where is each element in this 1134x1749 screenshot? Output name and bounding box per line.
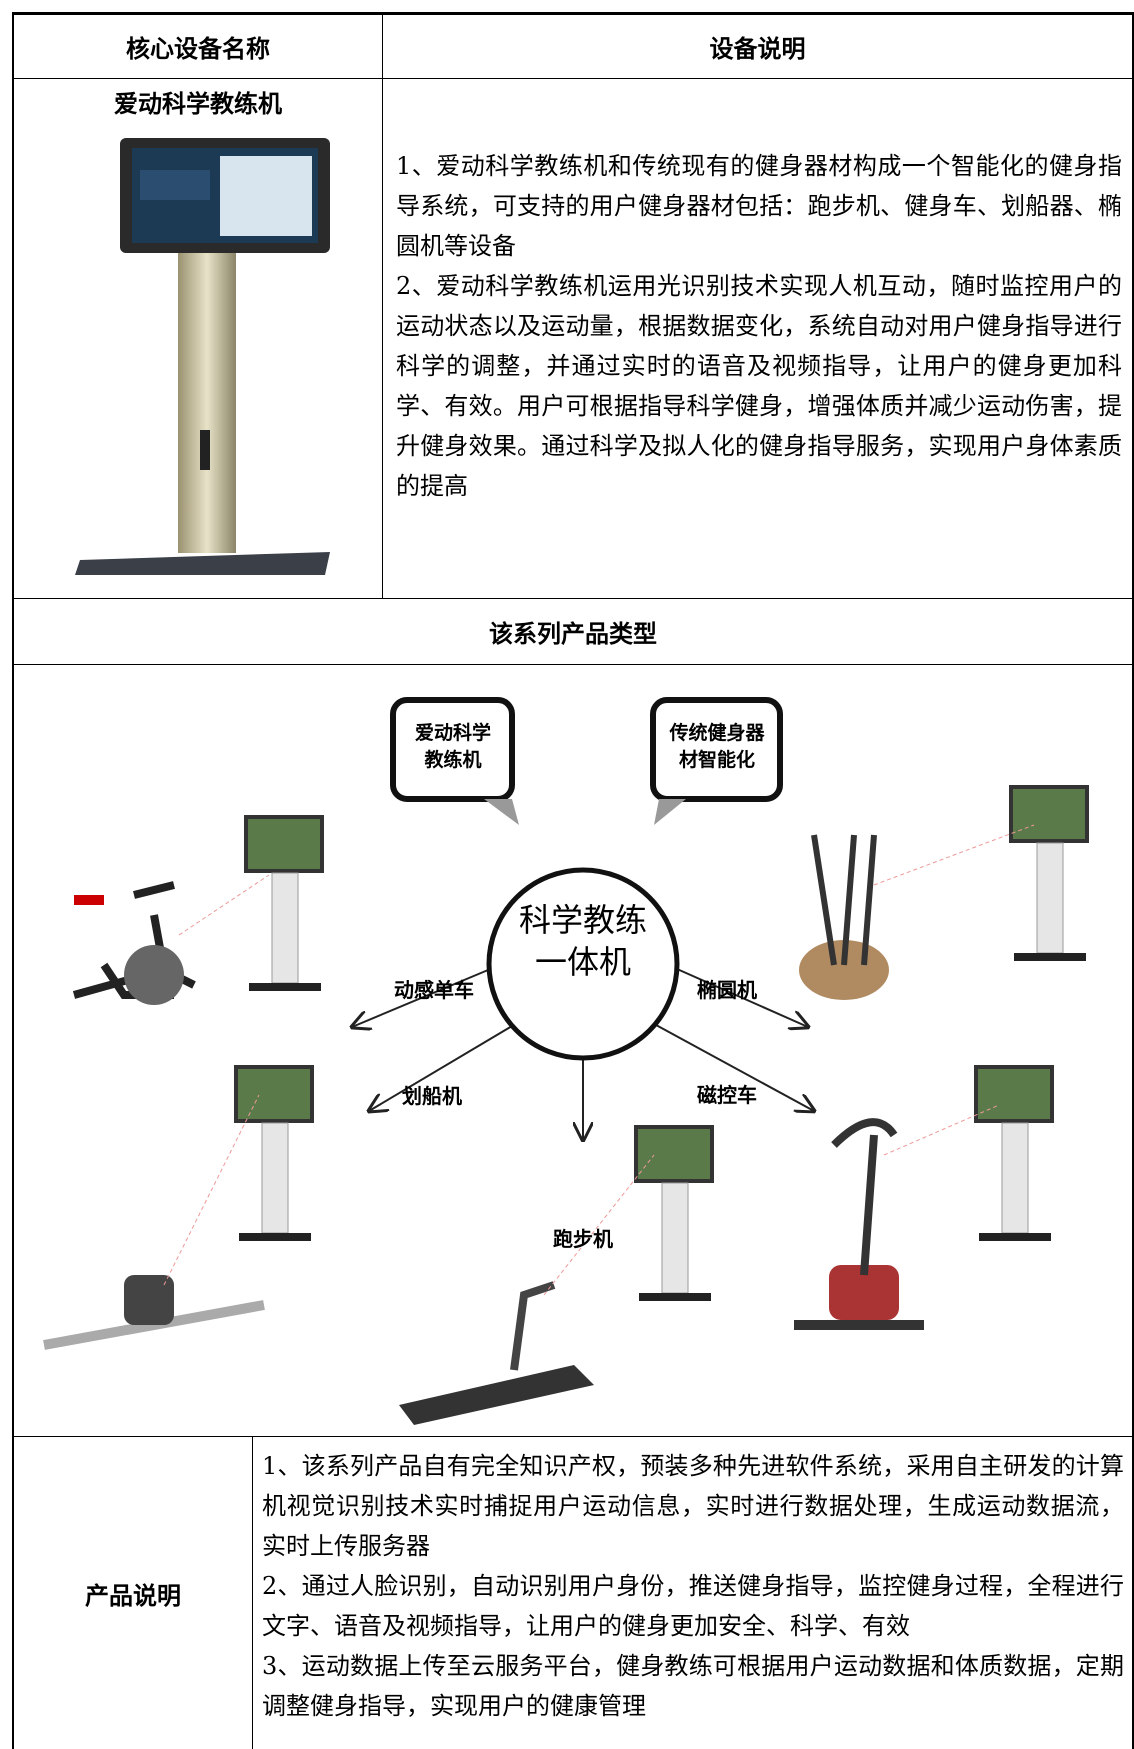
border [12, 12, 1134, 15]
paragraph: 2、通过人脸识别，自动识别用户身份，推送健身指导，监控健身过程，全程进行文字、语… [262, 1572, 1124, 1640]
paragraph: 1、该系列产品自有完全知识产权，预装多种先进软件系统，采用自主研发的计算机视觉识… [262, 1452, 1124, 1560]
arrow [667, 964, 808, 1027]
section-title: 该系列产品类型 [489, 620, 657, 648]
center-label-box: 科学教练一体机 [518, 901, 647, 981]
callout-tail [484, 799, 519, 825]
equipment-label: 椭圆机 [697, 978, 757, 1002]
equipment-label: 跑步机 [553, 1227, 613, 1251]
border [12, 598, 1134, 599]
equipment-image [43, 1064, 315, 1350]
callout-label: 传统健身器材智能化 [669, 722, 765, 771]
center-label: 科学教练一体机 [518, 901, 647, 981]
paragraph: 1、爱动科学教练机和传统现有的健身器材构成一个智能化的健身指导系统，可支持的用户… [396, 152, 1122, 260]
border [12, 1436, 1134, 1437]
equipment-image [399, 1124, 715, 1425]
callout-box [650, 697, 783, 802]
header-cell: 设备说明 [709, 35, 806, 63]
device-description: 1、爱动科学教练机和传统现有的健身器材构成一个智能化的健身指导系统，可支持的用户… [396, 146, 1122, 506]
border [252, 1436, 253, 1749]
callout-label: 爱动科学教练机 [414, 722, 491, 771]
equipment-image [794, 1064, 1055, 1330]
arrow [352, 964, 501, 1027]
paragraph: 2、爱动科学教练机运用光识别技术实现人机互动，随时监控用户的运动状态以及运动量，… [396, 272, 1122, 500]
border [12, 12, 14, 1749]
product-label: 产品说明 [85, 1581, 181, 1610]
arrow [369, 1012, 535, 1111]
callout-box [390, 697, 515, 802]
device-name: 爱动科学教练机 [114, 89, 282, 118]
center-circle [486, 867, 680, 1061]
equipment-label: 划船机 [402, 1084, 462, 1108]
border [12, 78, 1134, 79]
border [382, 12, 383, 598]
border [12, 664, 1134, 665]
equipment-label: 磁控车 [697, 1083, 757, 1107]
equipment-image [72, 814, 325, 1005]
equipment-image [799, 784, 1090, 1000]
header-cell: 核心设备名称 [126, 35, 270, 63]
callout-label-box: 爱动科学教练机 [414, 722, 491, 771]
paragraph: 3、运动数据上传至云服务平台，健身教练可根据用户运动数据和体质数据，定期调整健身… [262, 1652, 1124, 1720]
equipment-label: 动感单车 [394, 978, 474, 1002]
callout-tail [654, 799, 686, 825]
product-description: 1、该系列产品自有完全知识产权，预装多种先进软件系统，采用自主研发的计算机视觉识… [262, 1446, 1124, 1726]
callout-label-box: 传统健身器材智能化 [669, 722, 765, 771]
diagram: 科学教练一体机 爱动科学教练机 传统健身器材智能化 动感单车 椭圆机 划船机 磁… [43, 697, 1090, 1425]
arrow [633, 1012, 814, 1111]
border [1132, 12, 1134, 1749]
device-image [75, 138, 330, 575]
